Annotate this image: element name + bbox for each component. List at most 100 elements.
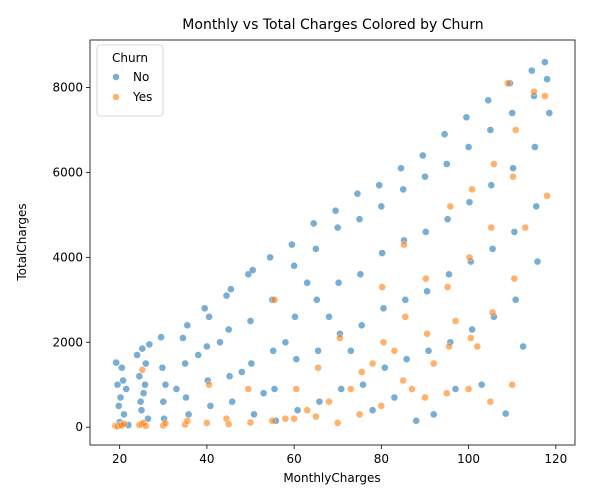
legend: Churn No Yes xyxy=(96,44,164,117)
point-yes-68 xyxy=(303,406,311,414)
point-no-121 xyxy=(347,347,355,355)
point-no-17 xyxy=(136,398,145,406)
point-yes-21 xyxy=(270,296,279,304)
point-no-76 xyxy=(399,185,407,194)
point-no-34 xyxy=(206,402,215,410)
point-no-73 xyxy=(379,304,388,312)
point-no-61 xyxy=(334,223,342,232)
point-no-15 xyxy=(142,359,150,368)
y-tick-label-6000: 6000 xyxy=(52,165,83,179)
point-yes-25 xyxy=(314,364,322,372)
point-no-97 xyxy=(487,181,495,189)
point-no-74 xyxy=(381,364,389,372)
point-no-58 xyxy=(314,347,322,355)
point-yes-43 xyxy=(464,385,473,393)
point-no-96 xyxy=(486,126,495,134)
point-no-68 xyxy=(358,321,366,329)
point-no-109 xyxy=(533,257,542,266)
point-no-0 xyxy=(112,358,120,367)
point-no-43 xyxy=(248,266,257,274)
point-no-111 xyxy=(543,75,551,83)
point-no-92 xyxy=(465,198,474,206)
point-no-26 xyxy=(181,359,189,368)
point-yes-54 xyxy=(512,126,520,134)
point-no-36 xyxy=(224,325,233,334)
point-yes-56 xyxy=(530,88,538,96)
point-no-103 xyxy=(510,228,519,236)
legend-marker-no xyxy=(112,73,120,81)
point-yes-34 xyxy=(401,313,409,321)
point-no-113 xyxy=(502,409,510,418)
point-no-42 xyxy=(247,359,256,368)
point-no-114 xyxy=(519,342,527,351)
legend-label-no: No xyxy=(133,70,149,84)
point-no-41 xyxy=(246,317,255,325)
point-yes-24 xyxy=(312,412,320,421)
point-no-72 xyxy=(378,249,386,257)
point-no-70 xyxy=(375,181,383,189)
point-no-90 xyxy=(462,113,471,122)
point-no-55 xyxy=(310,219,318,228)
point-yes-67 xyxy=(325,398,333,406)
point-no-98 xyxy=(488,245,497,253)
point-no-125 xyxy=(259,389,268,397)
y-tick-label-0: 0 xyxy=(75,420,83,434)
chart-title: Monthly vs Total Charges Colored by Chur… xyxy=(182,17,483,33)
point-no-60 xyxy=(331,206,340,215)
point-yes-65 xyxy=(368,359,377,368)
point-no-14 xyxy=(139,389,148,397)
point-no-53 xyxy=(292,355,300,363)
point-no-116 xyxy=(451,385,460,393)
point-yes-22 xyxy=(290,415,298,423)
point-yes-40 xyxy=(445,342,453,351)
point-yes-39 xyxy=(443,389,451,397)
point-yes-45 xyxy=(465,253,474,262)
point-no-123 xyxy=(303,279,311,287)
y-axis-ticks: 0 2000 4000 6000 8000 xyxy=(52,81,90,434)
point-no-3 xyxy=(116,393,125,402)
point-no-128 xyxy=(194,351,202,359)
point-no-10 xyxy=(133,351,141,359)
point-no-31 xyxy=(203,342,211,351)
point-no-22 xyxy=(159,398,168,406)
point-yes-42 xyxy=(446,202,454,211)
x-axis-ticks: 20 40 60 80 100 120 xyxy=(112,445,567,466)
point-yes-44 xyxy=(467,334,475,342)
y-axis-label: TotalCharges xyxy=(15,203,29,281)
point-yes-57 xyxy=(543,192,551,200)
point-no-23 xyxy=(161,381,170,389)
point-yes-28 xyxy=(355,410,364,419)
point-no-82 xyxy=(422,228,430,236)
y-tick-label-4000: 4000 xyxy=(52,250,83,264)
point-no-33 xyxy=(205,313,213,321)
point-no-51 xyxy=(290,262,298,270)
point-no-81 xyxy=(421,172,429,181)
point-yes-36 xyxy=(421,393,429,402)
point-yes-4 xyxy=(120,420,128,428)
point-no-44 xyxy=(250,410,258,419)
point-yes-15 xyxy=(205,381,213,389)
point-no-120 xyxy=(368,406,377,414)
point-yes-19 xyxy=(244,385,253,393)
legend-marker-yes xyxy=(112,93,120,101)
points-layer xyxy=(111,58,553,430)
point-yes-20 xyxy=(268,417,276,425)
point-yes-49 xyxy=(487,223,495,232)
point-no-35 xyxy=(222,291,231,300)
point-yes-52 xyxy=(510,274,519,283)
x-axis-label: MonthlyCharges xyxy=(283,471,380,485)
point-yes-13 xyxy=(183,417,192,425)
point-no-91 xyxy=(464,143,473,151)
point-no-80 xyxy=(419,151,427,160)
point-yes-60 xyxy=(473,342,481,351)
point-yes-48 xyxy=(488,308,497,317)
point-no-95 xyxy=(484,96,492,105)
point-no-115 xyxy=(478,381,486,389)
point-no-62 xyxy=(334,279,343,287)
y-tick-label-2000: 2000 xyxy=(52,335,83,349)
point-no-75 xyxy=(397,164,405,172)
point-yes-47 xyxy=(486,398,495,406)
point-no-66 xyxy=(355,215,364,223)
point-no-45 xyxy=(266,253,274,262)
point-no-28 xyxy=(183,321,192,329)
